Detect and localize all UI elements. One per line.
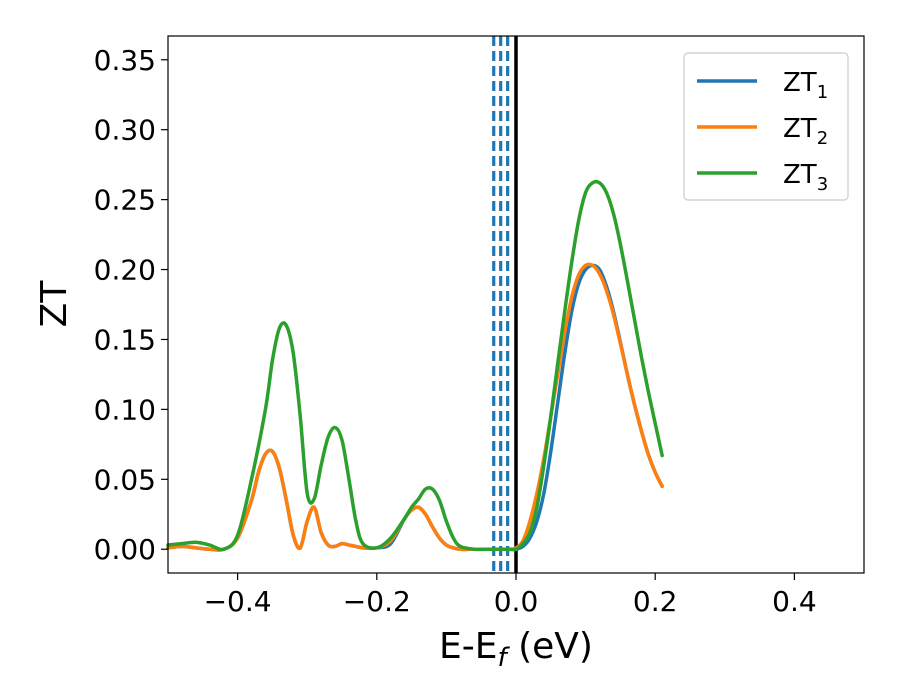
legend: ZT1 ZT2 ZT3 [683, 52, 849, 201]
y-tick-label: 0.10 [94, 393, 156, 426]
series-line-zt2 [166, 262, 664, 552]
reference-lines [492, 36, 518, 573]
legend-label-zt2: ZT2 [783, 114, 828, 149]
y-tick-label: 0.15 [94, 323, 156, 356]
y-tick-label: 0.05 [94, 463, 156, 496]
series-layer [166, 179, 664, 552]
x-axis-label: E-Ef (eV) [439, 626, 593, 673]
x-tick-label: −0.4 [204, 585, 272, 618]
y-tick-label: 0.20 [94, 254, 156, 287]
y-tick-label: 0.30 [94, 114, 156, 147]
y-tick-label: 0.25 [94, 184, 156, 217]
x-tick-label: 0.2 [633, 585, 678, 618]
y-tick-label: 0.35 [94, 44, 156, 77]
x-tick-label: −0.2 [343, 585, 411, 618]
x-axis-ticks: −0.4 −0.2 0.0 0.2 0.4 [204, 573, 817, 618]
x-tick-label: 0.4 [772, 585, 817, 618]
y-axis-label: ZT [34, 280, 75, 328]
legend-box [683, 52, 849, 201]
y-tick-label: 0.00 [94, 533, 156, 566]
legend-label-zt1: ZT1 [783, 68, 828, 103]
legend-label-zt3: ZT3 [783, 160, 828, 195]
series-line-zt3 [166, 179, 664, 552]
y-axis-ticks: 0.00 0.05 0.10 0.15 0.20 0.25 0.30 0.35 [94, 44, 168, 566]
x-tick-label: 0.0 [494, 585, 539, 618]
